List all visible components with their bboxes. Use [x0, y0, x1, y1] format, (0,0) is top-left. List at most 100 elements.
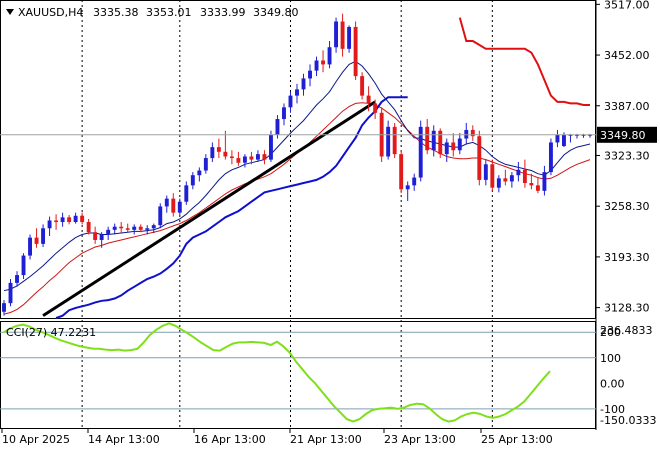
candle-body [503, 178, 508, 182]
candle-body [60, 217, 65, 223]
price-tick-label: 3517.00 [604, 0, 650, 11]
candle-body [99, 234, 104, 240]
candle-body [295, 89, 299, 96]
candle-body [457, 138, 462, 151]
price-tick-label: 3452.00 [604, 49, 650, 62]
candle-body [210, 147, 215, 159]
candle-body [2, 303, 6, 312]
candle-body [483, 164, 488, 180]
price-axis-labels: 3517.00 3452.00 3387.00 3323.30 3258.30 3193.… [596, 0, 650, 315]
candle-body [327, 47, 332, 65]
candle-body [353, 26, 358, 77]
candle-body [282, 107, 286, 120]
trendline[interactable] [42, 100, 376, 317]
candle-body [145, 228, 150, 230]
candle-body [73, 215, 78, 223]
candle-body [203, 158, 208, 171]
candle-body [301, 78, 306, 90]
main-plot-area[interactable] [2, 13, 592, 319]
candle-body [197, 170, 202, 176]
cci-axis-label: 236.4833 [600, 324, 653, 337]
candle-body [171, 198, 176, 213]
dropdown-triangle-icon[interactable] [6, 9, 14, 15]
time-tick-label: 23 Apr 13:00 [384, 433, 456, 446]
candle-body [223, 151, 228, 157]
time-tick-label: 21 Apr 13:00 [290, 433, 362, 446]
candle-body [236, 158, 241, 163]
cci-axis-label: 100 [600, 352, 621, 365]
price-tick-label: 3193.30 [604, 251, 650, 264]
candle-body [262, 154, 267, 160]
candle-body [516, 169, 521, 176]
price-tick-label: 3387.00 [604, 100, 650, 113]
candle-body [93, 232, 98, 240]
candles [2, 13, 592, 316]
candle-body [229, 156, 234, 159]
cci-level-lines [0, 331, 596, 410]
candle-body [119, 226, 124, 229]
candle-body [360, 76, 365, 96]
candle-body [21, 255, 26, 276]
candle-body [366, 95, 371, 104]
cci-axis-label: 200 [600, 326, 621, 339]
candle-body [151, 225, 156, 229]
candle-body [477, 136, 482, 180]
candle-body [347, 26, 352, 49]
candle-body [522, 169, 527, 184]
candle-body [125, 228, 130, 230]
candle-body [399, 154, 404, 190]
candle-body [47, 220, 52, 229]
candle-body [405, 185, 410, 190]
candle-body [164, 198, 169, 207]
close-value: 3349.80 [253, 6, 299, 19]
candle-body [321, 60, 325, 65]
candle-body [308, 70, 312, 79]
candle-body [86, 222, 91, 233]
candle-body [444, 142, 449, 155]
candle-body [288, 95, 293, 108]
cci-axis-label: 0.00 [600, 377, 625, 390]
candle-body [112, 226, 117, 230]
candle-body [470, 129, 475, 137]
current-price-label: 3349.80 [600, 129, 646, 142]
price-tick-label: 3323.30 [604, 149, 650, 162]
candle-body [132, 226, 137, 230]
candle-body [275, 119, 280, 135]
time-tick-label: 16 Apr 13:00 [194, 433, 266, 446]
cci-plot-area[interactable] [3, 322, 551, 423]
candle-body [412, 177, 417, 186]
price-tick-label: 3128.30 [604, 302, 650, 315]
candle-body [334, 21, 339, 48]
candle-body [190, 175, 195, 186]
candle-body [54, 220, 59, 223]
candle-body [34, 237, 39, 244]
open-value: 3335.38 [93, 6, 139, 19]
candle-body [314, 60, 319, 71]
candle-body [496, 178, 501, 188]
candle-body [28, 237, 32, 256]
candle-body [216, 147, 221, 152]
candle-body [80, 215, 85, 223]
candle-body [529, 183, 534, 186]
cci-axis-label: -100 [600, 403, 625, 416]
candle-body [431, 130, 436, 151]
candle-body [464, 129, 469, 139]
candle-body [255, 154, 260, 160]
candle-body [438, 130, 443, 155]
candle-body [249, 156, 254, 160]
candle-body [392, 126, 397, 155]
candle-body [373, 103, 378, 113]
candle-body [184, 185, 189, 202]
price-tick-label: 3258.30 [604, 200, 650, 213]
candle-body [535, 185, 540, 191]
time-axis-labels: 10 Apr 2025 14 Apr 13:00 16 Apr 13:00 21 Ap… [1, 429, 553, 446]
channel-low-line [55, 96, 408, 319]
candle-body [8, 282, 13, 304]
candle-body [542, 172, 547, 191]
candle-body [177, 201, 182, 213]
time-tick-label: 25 Apr 13:00 [481, 433, 553, 446]
symbol-label: XAUUSD,H4 [18, 6, 83, 19]
